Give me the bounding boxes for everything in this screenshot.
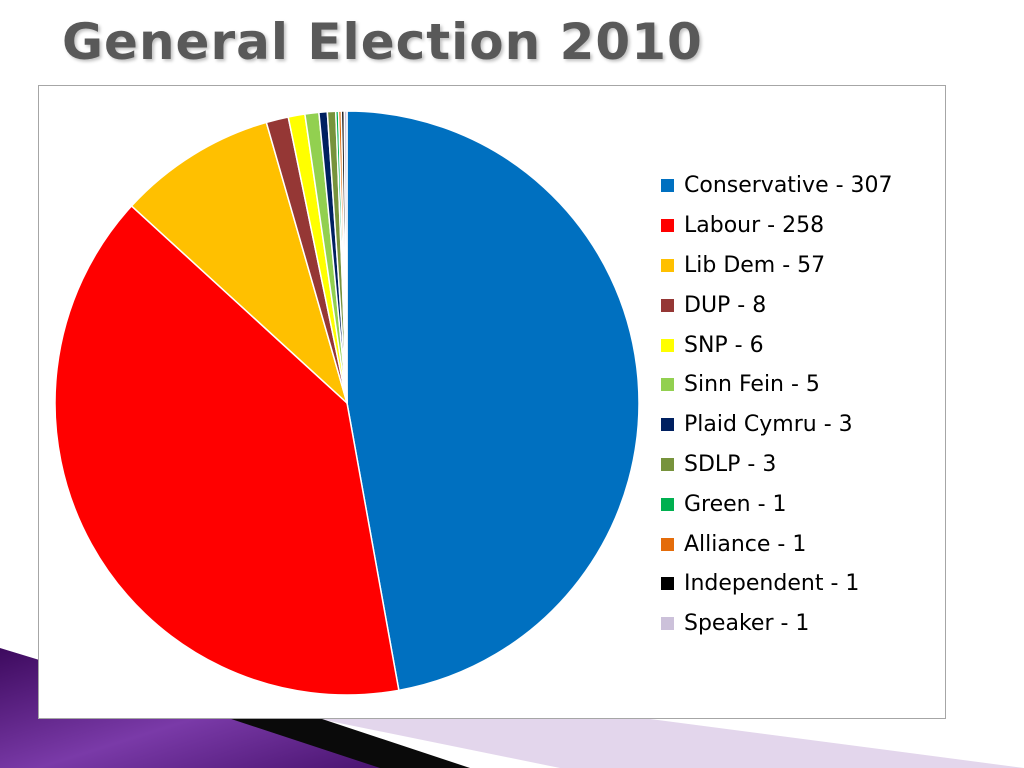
legend-label: SDLP - 3 xyxy=(684,451,777,477)
legend-swatch xyxy=(661,577,674,591)
legend-item-sdlp: SDLP - 3 xyxy=(661,445,893,485)
legend-item-independent: Independent - 1 xyxy=(661,564,893,604)
legend-swatch xyxy=(661,457,674,471)
legend-swatch xyxy=(661,537,674,551)
legend-label: Conservative - 307 xyxy=(684,173,893,199)
pie-slice-labour xyxy=(54,205,400,696)
legend-swatch xyxy=(661,617,674,631)
legend-label: Labour - 258 xyxy=(684,213,825,239)
legend-swatch xyxy=(661,338,674,352)
legend-item-lib-dem: Lib Dem - 57 xyxy=(661,246,893,286)
pie-slice-lib-dem xyxy=(130,121,348,404)
legend-label: Speaker - 1 xyxy=(684,611,810,637)
decoration-lavender-band xyxy=(300,715,1024,768)
pie-slice-speaker xyxy=(343,110,348,404)
legend-swatch xyxy=(661,258,674,272)
legend-item-labour: Labour - 258 xyxy=(661,206,893,246)
legend-swatch xyxy=(661,219,674,233)
legend-swatch xyxy=(661,418,674,432)
slide-title: General Election 2010 xyxy=(62,13,703,71)
legend-swatch xyxy=(661,378,674,392)
legend-item-conservative: Conservative - 307 xyxy=(661,166,893,206)
legend-label: Sinn Fein - 5 xyxy=(684,372,820,398)
pie-chart xyxy=(54,110,639,696)
legend-label: DUP - 8 xyxy=(684,292,767,318)
pie-slice-conservative xyxy=(346,110,639,692)
legend-item-plaid-cymru: Plaid Cymru - 3 xyxy=(661,405,893,445)
legend-swatch xyxy=(661,179,674,193)
legend-item-snp: SNP - 6 xyxy=(661,325,893,365)
legend-item-speaker: Speaker - 1 xyxy=(661,604,893,644)
legend-swatch xyxy=(661,298,674,312)
legend-item-alliance: Alliance - 1 xyxy=(661,524,893,564)
legend-label: Alliance - 1 xyxy=(684,531,807,557)
legend-item-dup: DUP - 8 xyxy=(661,285,893,325)
legend-label: SNP - 6 xyxy=(684,332,764,358)
legend-item-green: Green - 1 xyxy=(661,484,893,524)
legend-swatch xyxy=(661,497,674,511)
chart-legend: Conservative - 307 Labour - 258 Lib Dem - … xyxy=(661,166,893,644)
legend-label: Green - 1 xyxy=(684,491,787,517)
legend-label: Independent - 1 xyxy=(684,571,860,597)
legend-label: Lib Dem - 57 xyxy=(684,252,826,278)
legend-label: Plaid Cymru - 3 xyxy=(684,412,853,438)
chart-area: Conservative - 307 Labour - 258 Lib Dem - … xyxy=(38,85,946,719)
legend-item-sinn-fein: Sinn Fein - 5 xyxy=(661,365,893,405)
